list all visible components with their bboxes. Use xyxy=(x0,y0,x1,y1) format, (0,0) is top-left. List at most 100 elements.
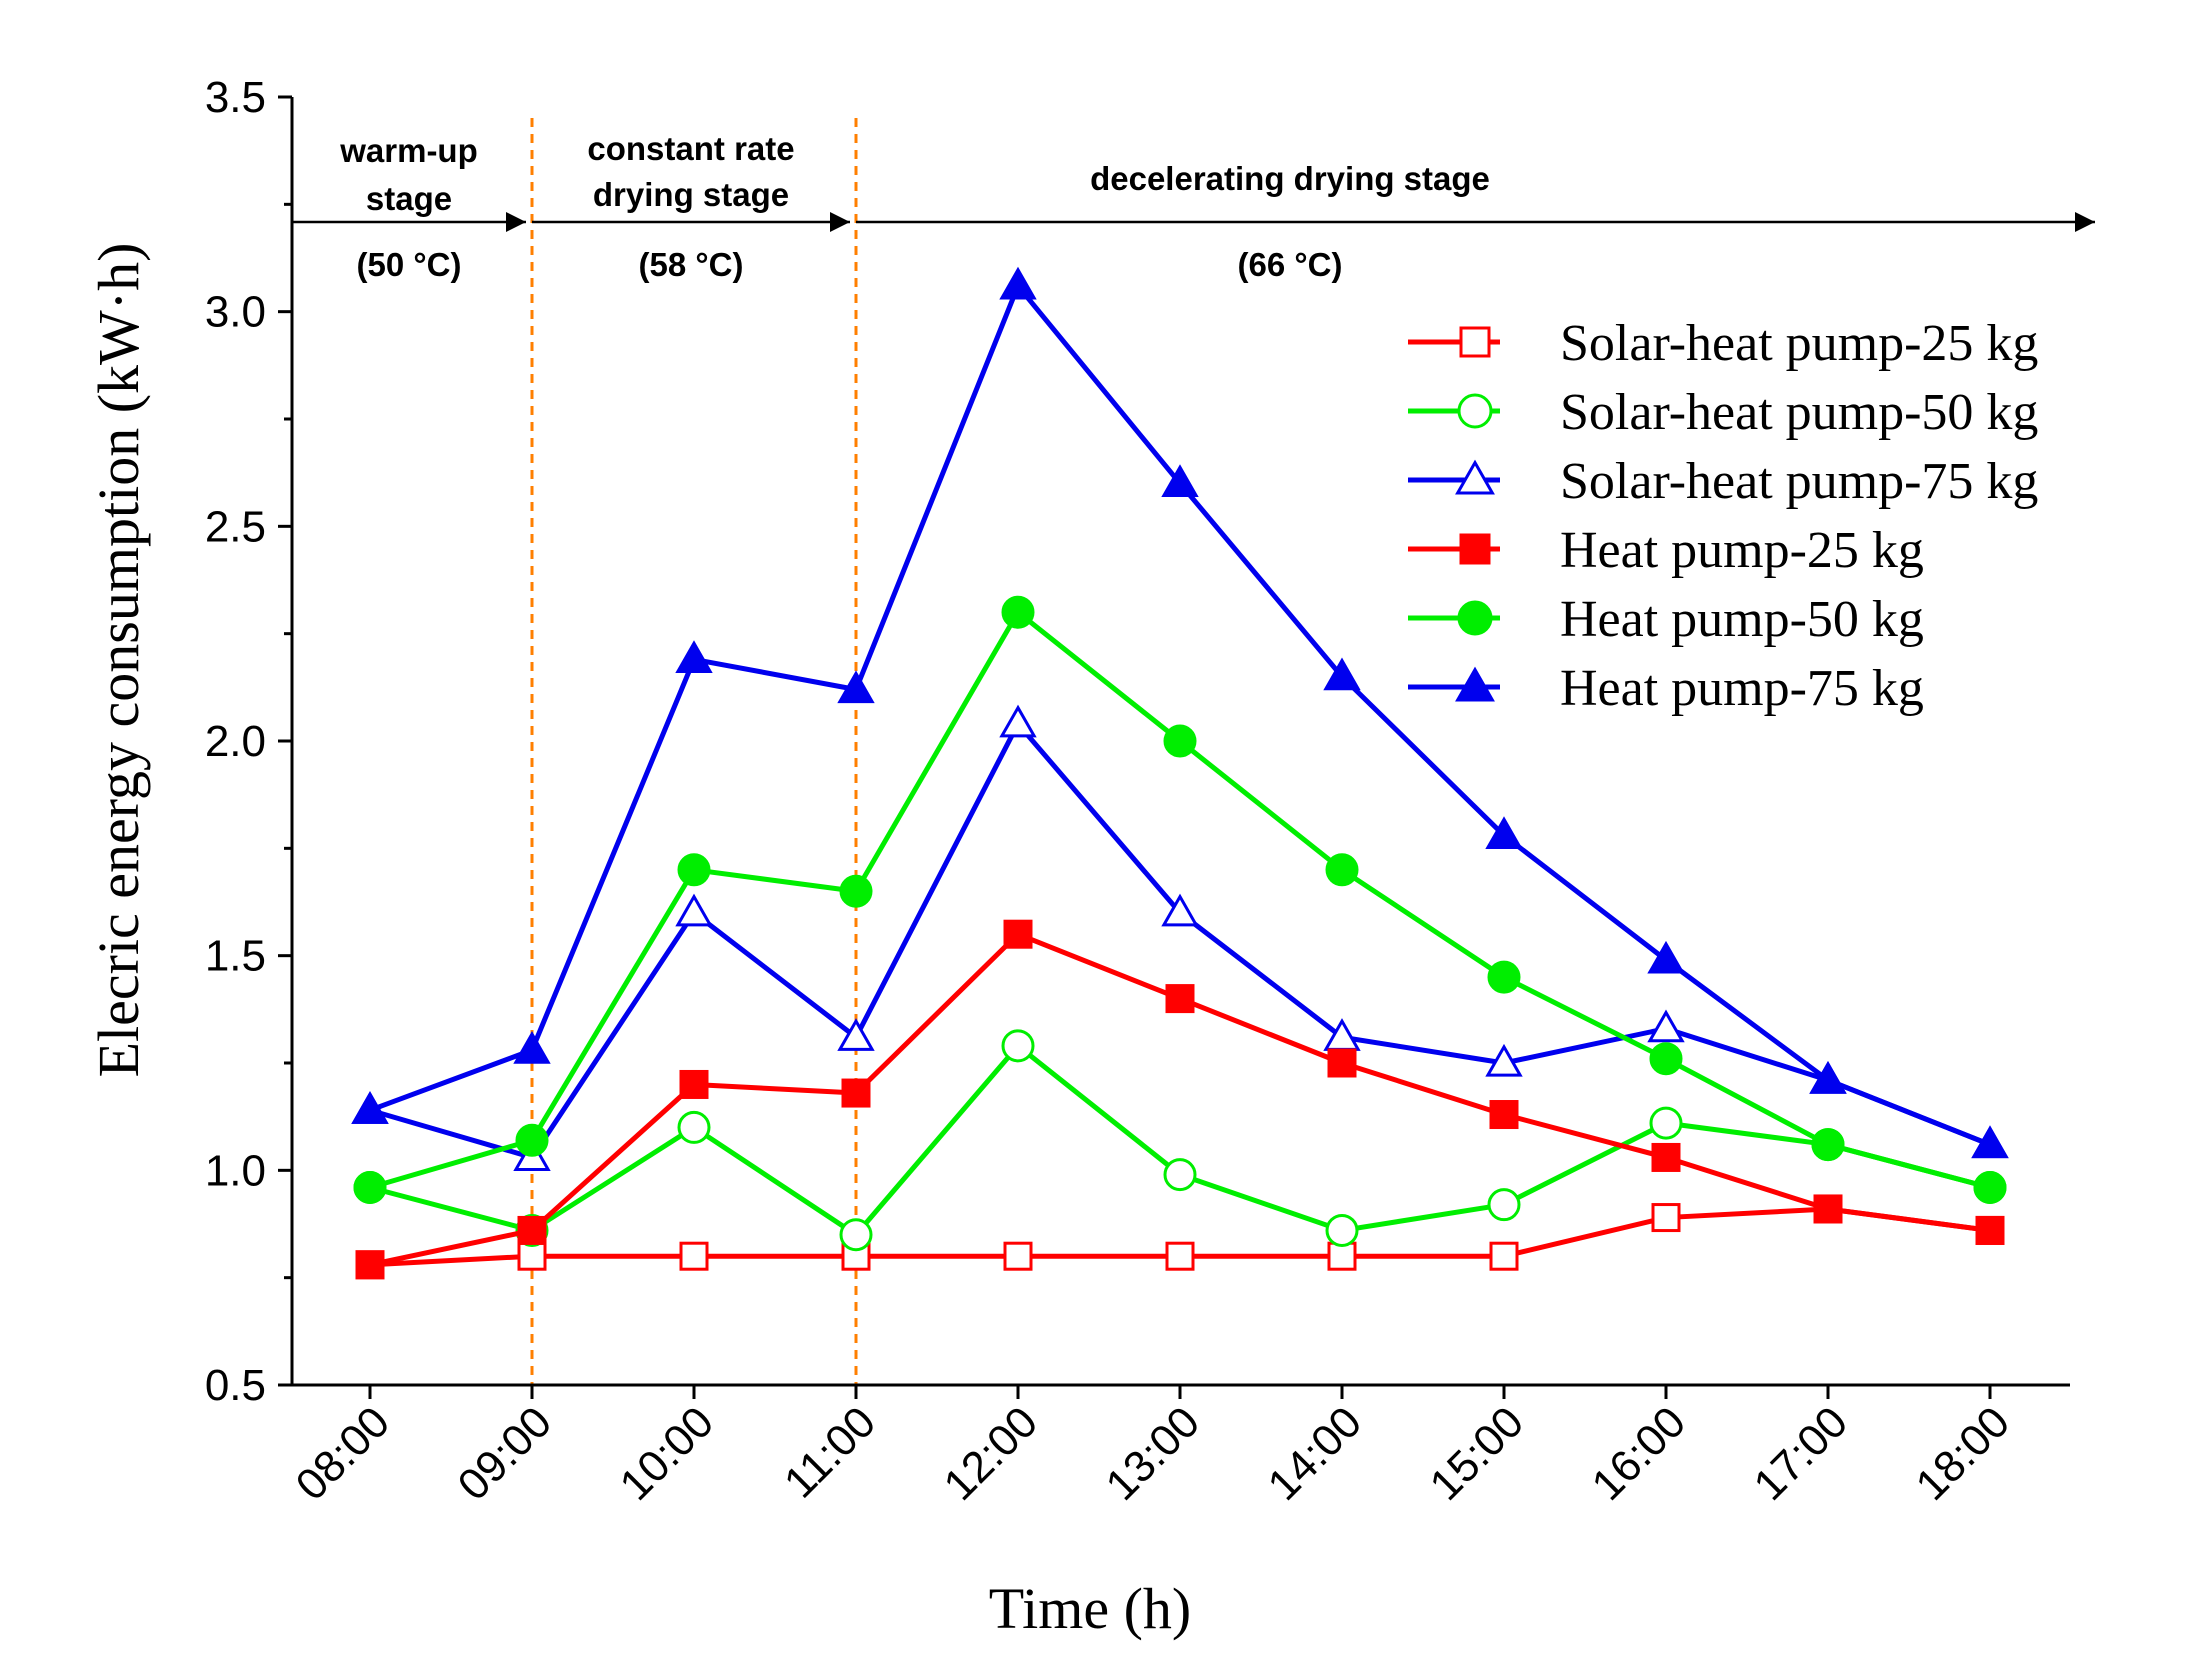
data-point xyxy=(515,1123,549,1157)
y-tick-label: 1.0 xyxy=(205,1146,266,1195)
data-point xyxy=(1003,919,1033,949)
stage-name-label: warm-up xyxy=(339,132,478,169)
data-point xyxy=(1161,464,1199,497)
data-point xyxy=(1003,1241,1033,1271)
legend-item: Heat pump-75 kg xyxy=(1408,660,1924,717)
y-axis-title: Elecric energy consumption (kW·h) xyxy=(86,243,151,1078)
x-tick-label: 18:00 xyxy=(1907,1397,2020,1510)
data-point xyxy=(1165,1241,1195,1271)
data-point xyxy=(1811,1128,1845,1162)
data-point xyxy=(1327,1241,1357,1271)
data-point xyxy=(1809,1061,1847,1094)
data-point xyxy=(1651,1203,1681,1233)
legend-marker xyxy=(1457,393,1493,429)
x-tick-label: 12:00 xyxy=(935,1397,1048,1510)
data-point xyxy=(1813,1194,1843,1224)
legend-marker xyxy=(1455,459,1495,495)
stage-annotations: warm-up stage (50 °C) constant rate drying s… xyxy=(292,118,2095,1385)
series-line xyxy=(369,1043,1991,1238)
data-point xyxy=(677,1110,711,1144)
stage-temperature-label: (58 °C) xyxy=(639,246,744,283)
data-point xyxy=(1163,724,1197,758)
stage-name-label: drying stage xyxy=(593,176,789,213)
series-4 xyxy=(355,919,2005,1280)
stage-name-label: stage xyxy=(366,180,452,217)
data-point xyxy=(517,1241,547,1271)
data-point xyxy=(839,1218,873,1252)
legend-label: Solar-heat pump-50 kg xyxy=(1560,384,2038,441)
legend-item: Solar-heat pump-50 kg xyxy=(1408,384,2038,441)
data-point xyxy=(1487,960,1521,994)
legend-item: Solar-heat pump-25 kg xyxy=(1408,315,2038,372)
x-tick-label: 14:00 xyxy=(1259,1397,1372,1510)
x-tick-label: 13:00 xyxy=(1097,1397,1210,1510)
data-point xyxy=(353,1171,387,1205)
data-point xyxy=(1323,657,1361,691)
series-1 xyxy=(355,1194,2005,1280)
data-point xyxy=(1163,1158,1197,1192)
data-point xyxy=(1001,1029,1035,1063)
x-tick-label: 10:00 xyxy=(611,1397,724,1510)
data-point xyxy=(1489,1100,1519,1130)
legend-marker xyxy=(1459,326,1491,358)
legend-item: Heat pump-50 kg xyxy=(1408,591,1924,648)
data-point xyxy=(999,704,1037,738)
data-point xyxy=(1489,1241,1519,1271)
stage-temperature-label: (66 °C) xyxy=(1238,246,1343,283)
data-point xyxy=(1971,1125,2009,1159)
legend-label: Heat pump-50 kg xyxy=(1560,591,1924,648)
data-point xyxy=(839,874,873,908)
y-tick-label: 1.5 xyxy=(205,932,266,981)
data-point xyxy=(1975,1215,2005,1245)
data-point xyxy=(1327,1048,1357,1078)
legend-label: Heat pump-25 kg xyxy=(1560,522,1924,579)
legend-item: Heat pump-25 kg xyxy=(1408,522,1924,579)
x-tick-label: 16:00 xyxy=(1583,1397,1696,1510)
data-point xyxy=(1487,1188,1521,1222)
legend-label: Solar-heat pump-75 kg xyxy=(1560,453,2038,510)
data-point xyxy=(1165,984,1195,1014)
data-point xyxy=(1647,940,1685,974)
legend-marker xyxy=(1457,600,1493,636)
data-point xyxy=(355,1250,385,1280)
y-tick-label: 2.5 xyxy=(205,502,266,551)
data-point xyxy=(841,1078,871,1108)
stage-temperature-label: (50 °C) xyxy=(357,246,462,283)
data-point xyxy=(837,670,875,704)
x-axis-title: Time (h) xyxy=(989,1576,1192,1641)
y-tick-label: 0.5 xyxy=(205,1361,266,1410)
data-point xyxy=(679,1241,709,1271)
data-point xyxy=(1649,1042,1683,1076)
data-point xyxy=(1485,1043,1523,1077)
series-6 xyxy=(351,266,2009,1159)
data-point xyxy=(1323,1018,1361,1051)
x-tick-label: 17:00 xyxy=(1745,1397,1858,1510)
data-series xyxy=(351,266,2009,1280)
legend-marker xyxy=(1459,533,1491,565)
legend-item: Solar-heat pump-75 kg xyxy=(1408,453,2038,510)
series-2 xyxy=(353,1029,2007,1252)
data-point xyxy=(999,266,1037,300)
x-tick-label: 11:00 xyxy=(775,1397,885,1507)
data-point xyxy=(1647,1009,1685,1043)
x-tick-label: 09:00 xyxy=(449,1397,562,1510)
data-point xyxy=(1325,853,1359,887)
series-3 xyxy=(351,704,2009,1172)
data-point xyxy=(1001,595,1035,629)
legend-marker xyxy=(1455,666,1495,702)
series-line xyxy=(369,721,1991,1160)
x-tick-label: 15:00 xyxy=(1421,1397,1534,1510)
y-tick-label: 3.0 xyxy=(205,288,266,337)
y-tick-label: 2.0 xyxy=(205,717,266,766)
legend-label: Heat pump-75 kg xyxy=(1560,660,1924,717)
data-point xyxy=(677,853,711,887)
data-point xyxy=(1649,1106,1683,1140)
data-point xyxy=(1161,893,1199,927)
data-point xyxy=(837,1018,875,1051)
data-point xyxy=(517,1215,547,1245)
legend: Solar-heat pump-25 kg Solar-heat pump-50 … xyxy=(1408,315,2038,717)
y-tick-label: 3.5 xyxy=(205,73,266,122)
series-5 xyxy=(353,595,2007,1205)
data-point xyxy=(351,1091,389,1124)
